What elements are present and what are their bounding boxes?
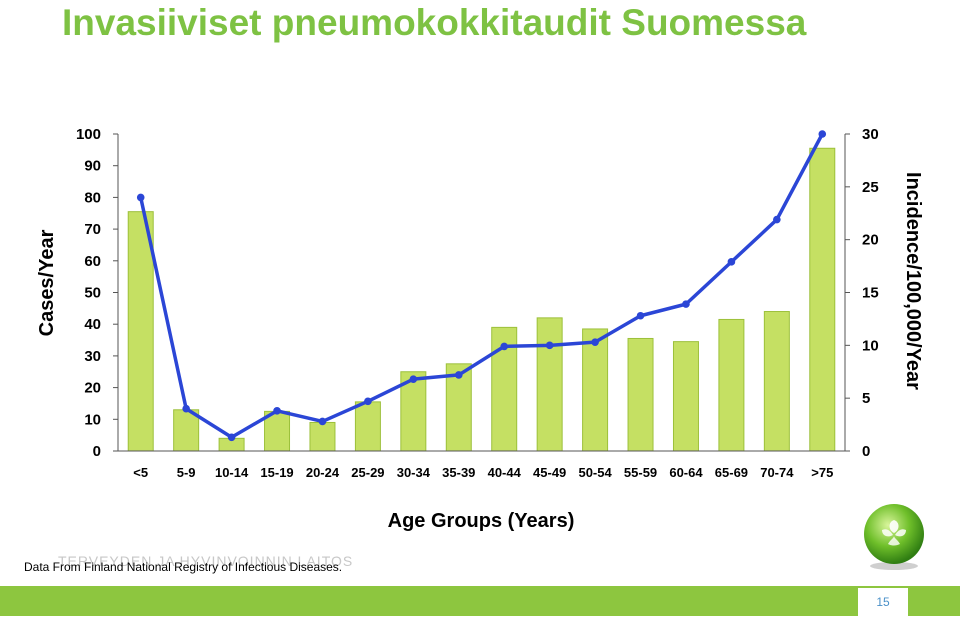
source-note: Data From Finland National Registry of I…	[24, 560, 343, 574]
bar	[264, 410, 291, 452]
incidence-point	[182, 404, 190, 413]
incidence-point	[773, 215, 781, 224]
bar	[627, 337, 654, 452]
incidence-point	[818, 130, 827, 138]
right-tick-label: 10	[862, 337, 879, 354]
page-number: 15	[876, 595, 890, 609]
incidence-point	[500, 342, 509, 351]
bar	[536, 317, 563, 452]
incidence-point	[227, 433, 236, 442]
left-tick-label: 80	[84, 189, 101, 206]
incidence-point	[591, 338, 599, 346]
page-number-box: 15	[858, 588, 908, 616]
x-tick-label: 65-69	[715, 465, 748, 480]
incidence-point	[636, 311, 645, 320]
bar	[582, 328, 609, 452]
left-tick-label: 0	[93, 443, 101, 460]
y2-axis-label: Incidence/100,000/Year	[902, 172, 924, 390]
right-axis: 0 5 10 15 20 25 30	[844, 126, 879, 460]
x-tick-label: <5	[133, 465, 148, 480]
x-tick-label: 25-29	[351, 465, 384, 480]
green-sphere-logo-icon	[864, 504, 924, 570]
left-tick-label: 10	[84, 411, 101, 428]
incidence-point	[454, 371, 463, 379]
left-tick-label: 100	[76, 126, 101, 143]
bar	[173, 409, 200, 452]
bars-layer	[127, 147, 836, 452]
y-axis-label: Cases/Year	[36, 229, 58, 336]
left-axis: 0 10 20 30 40 50 60 70 80 90 100	[76, 126, 119, 460]
bar	[718, 318, 745, 452]
x-tick-label: 30-34	[397, 465, 431, 480]
incidence-point	[364, 397, 372, 406]
bar	[809, 147, 836, 452]
bar	[354, 401, 381, 452]
x-tick-label: 70-74	[760, 465, 794, 480]
right-tick-label: 25	[862, 179, 879, 196]
x-tick-label: 20-24	[306, 465, 340, 480]
watermark: TERVEYDEN JA HYVINVOINNIN LAITOS	[58, 553, 354, 569]
right-tick-label: 15	[862, 285, 879, 302]
incidence-point	[545, 341, 554, 350]
slide-title: Invasiiviset pneumokokkitaudit Suomessa	[62, 2, 807, 43]
x-tick-label: 40-44	[488, 465, 522, 480]
bar	[763, 311, 790, 452]
x-tick-label: 10-14	[215, 465, 249, 480]
x-axis-label: Age Groups (Years)	[388, 510, 575, 532]
left-tick-label: 60	[84, 253, 101, 270]
x-tick-label: >75	[811, 465, 833, 480]
bar	[309, 421, 336, 452]
incidence-line	[139, 133, 824, 440]
x-tick-label: 60-64	[669, 465, 703, 480]
bar	[672, 341, 699, 452]
incidence-line-layer	[136, 130, 827, 442]
x-axis: <5 5-9 10-14 15-19 20-24 25-29 30-34 35-39 40-44…	[118, 450, 845, 480]
left-tick-label: 70	[84, 221, 101, 238]
right-tick-label: 30	[862, 126, 879, 143]
x-tick-label: 5-9	[177, 465, 196, 480]
x-tick-label: 50-54	[578, 465, 612, 480]
incidence-point	[682, 300, 690, 308]
bar	[127, 211, 154, 452]
x-tick-label: 15-19	[260, 465, 293, 480]
left-tick-label: 30	[84, 348, 101, 365]
x-tick-label: 55-59	[624, 465, 657, 480]
left-tick-label: 40	[84, 316, 101, 333]
x-tick-label: 35-39	[442, 465, 475, 480]
incidence-point	[273, 407, 281, 415]
x-tick-label: 45-49	[533, 465, 566, 480]
incidence-point	[727, 258, 736, 266]
footer-bar	[0, 586, 960, 616]
right-tick-label: 20	[862, 232, 879, 249]
left-tick-label: 20	[84, 380, 101, 397]
incidence-point	[136, 193, 145, 202]
left-tick-label: 90	[84, 158, 101, 175]
incidence-point	[318, 417, 327, 426]
right-tick-label: 0	[862, 443, 870, 460]
right-tick-label: 5	[862, 390, 870, 407]
incidence-point	[409, 375, 418, 383]
left-tick-label: 50	[84, 285, 101, 302]
